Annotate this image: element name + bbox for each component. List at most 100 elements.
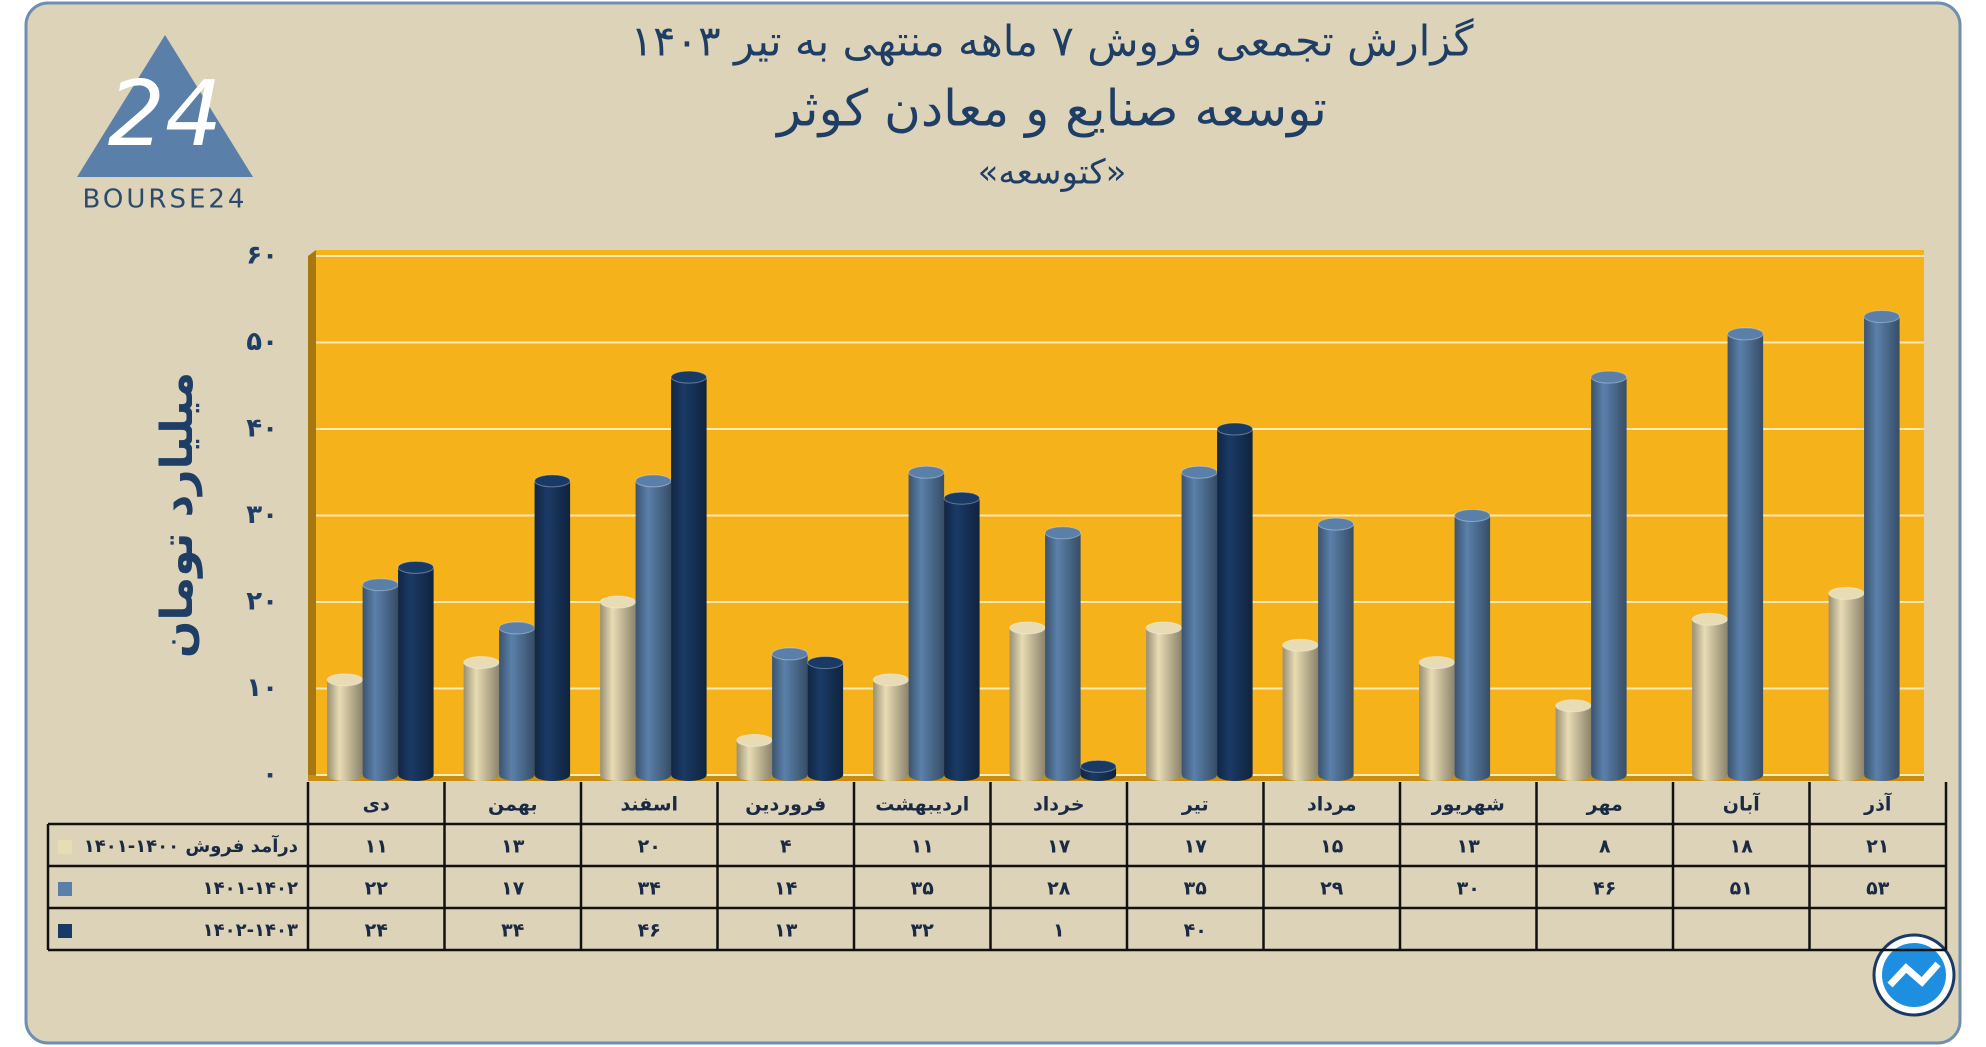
- value-label: ۲۹: [1320, 878, 1344, 900]
- bar-shade: [944, 492, 980, 781]
- legend-label: ۱۴۰۱-۱۴۰۲: [203, 878, 298, 899]
- value-label: ۴۶: [1593, 878, 1616, 900]
- bar-cap: [362, 578, 399, 592]
- bar-shade: [499, 621, 535, 782]
- bar-shade: [1181, 466, 1218, 781]
- value-label: ۱۵: [1320, 836, 1344, 858]
- logo-mark: 24: [108, 62, 223, 167]
- logo-text: BOURSE24: [83, 185, 248, 215]
- legend-label: درآمد فروش ۱۴۰۰-۱۴۰۱: [84, 834, 298, 857]
- bar-shade: [600, 596, 636, 781]
- legend-label: ۱۴۰۲-۱۴۰۳: [203, 920, 298, 941]
- value-label: ۱۷: [1184, 836, 1208, 858]
- value-label: ۳۰: [1457, 878, 1480, 900]
- x-tick-label: تیر: [1181, 794, 1209, 816]
- bar-shade: [1692, 613, 1728, 781]
- value-label: ۱۳: [774, 920, 798, 942]
- value-label: ۵۱: [1730, 878, 1753, 900]
- x-tick-label: مرداد: [1307, 794, 1357, 816]
- bar-cap: [670, 370, 708, 384]
- value-label: ۲۴: [365, 920, 388, 942]
- x-tick-label: بهمن: [488, 794, 538, 816]
- x-tick-label: شهریور: [1431, 794, 1505, 816]
- x-tick-label: فروردین: [745, 794, 826, 816]
- value-label: ۳۵: [1184, 878, 1208, 900]
- bar-cap: [1863, 310, 1901, 324]
- value-label: ۱۳: [1457, 836, 1481, 858]
- value-label: ۳۴: [501, 920, 524, 942]
- value-label: ۴۶: [638, 920, 661, 942]
- bar-shade: [1045, 526, 1081, 781]
- bar-shade: [1009, 621, 1046, 781]
- x-tick-label: اسفند: [620, 794, 678, 816]
- y-tick-label: ۶۰: [246, 241, 278, 271]
- bar-cap: [1590, 370, 1628, 384]
- y-tick-label: ۰: [262, 760, 278, 790]
- bar-cap: [1181, 465, 1218, 479]
- data-table: دی ۱۱ ۲۲ ۲۴ بهمن ۱۳ ۱۷ ۳۴ اسفند ۲۰ ۳۴ ۴۶ فروردین ۴ ۱۴ ۱…: [46, 782, 1948, 952]
- plot-wall: [308, 250, 316, 781]
- bar-cap: [397, 560, 435, 574]
- y-tick-label: ۴۰: [246, 414, 278, 444]
- bar-cap: [1691, 612, 1729, 626]
- bar-shade: [1454, 509, 1491, 781]
- bar-shade: [1217, 423, 1253, 781]
- bar-cap: [1727, 327, 1764, 341]
- bar-cap: [943, 491, 981, 505]
- bar-shade: [362, 578, 399, 781]
- legend-swatch: [58, 882, 72, 896]
- value-label: ۱: [1053, 920, 1065, 942]
- bar-shade: [736, 734, 773, 781]
- bar-cap: [1555, 699, 1592, 713]
- bar-shade: [1555, 699, 1592, 781]
- bar-cap: [736, 733, 773, 747]
- value-label: ۸: [1599, 836, 1611, 858]
- x-tick-label: مهر: [1586, 794, 1623, 816]
- bar-shade: [1591, 371, 1627, 781]
- value-label: ۲۱: [1866, 836, 1889, 858]
- site-icon: [1872, 933, 1956, 1017]
- bar-cap: [599, 595, 637, 609]
- value-label: ۳۴: [638, 878, 661, 900]
- bar-shade: [1282, 639, 1319, 781]
- value-label: ۲۸: [1047, 878, 1071, 900]
- bar-cap: [635, 474, 672, 488]
- bar-cap: [1317, 517, 1355, 531]
- value-label: ۱۴: [774, 878, 797, 900]
- bar-cap: [463, 656, 500, 670]
- value-label: ۲۰: [638, 836, 661, 858]
- value-label: ۴۰: [1184, 920, 1207, 942]
- x-tick-label: آذر: [1863, 792, 1892, 816]
- bar-cap: [326, 673, 364, 687]
- value-label: ۳۵: [911, 878, 935, 900]
- value-label: ۱۷: [501, 878, 525, 900]
- x-tick-label: اردیبهشت: [875, 794, 969, 816]
- bar-shade: [1146, 621, 1182, 781]
- bar-cap: [807, 656, 844, 670]
- bar-shade: [1318, 518, 1354, 781]
- bar-shade: [398, 561, 434, 781]
- bar-shade: [1864, 310, 1900, 781]
- bar-shade: [772, 647, 808, 782]
- y-tick-label: ۵۰: [246, 327, 278, 357]
- bar-cap: [1282, 638, 1319, 652]
- bar-cap: [498, 621, 536, 635]
- value-label: ۵۳: [1866, 878, 1890, 900]
- value-label: ۱۳: [501, 836, 525, 858]
- chart-title: گزارش تجمعی فروش ۷ ماهه منتهی به تیر ۱۴۰…: [630, 17, 1473, 67]
- legend-swatch: [58, 924, 72, 938]
- value-label: ۲۲: [365, 878, 389, 900]
- y-tick-label: ۲۰: [246, 587, 278, 617]
- bar-cap: [771, 647, 809, 661]
- bar-cap: [1454, 509, 1491, 522]
- bar-cap: [534, 474, 571, 488]
- bar-cap: [1145, 621, 1183, 635]
- plot-floor: [308, 775, 1924, 781]
- bar-shade: [1727, 327, 1764, 781]
- value-label: ۴: [780, 836, 792, 858]
- x-tick-label: دی: [363, 794, 390, 816]
- bar-shade: [1828, 587, 1865, 781]
- bar-cap: [1418, 656, 1456, 670]
- y-tick-label: ۱۰: [246, 673, 278, 703]
- bar-cap: [1216, 422, 1254, 436]
